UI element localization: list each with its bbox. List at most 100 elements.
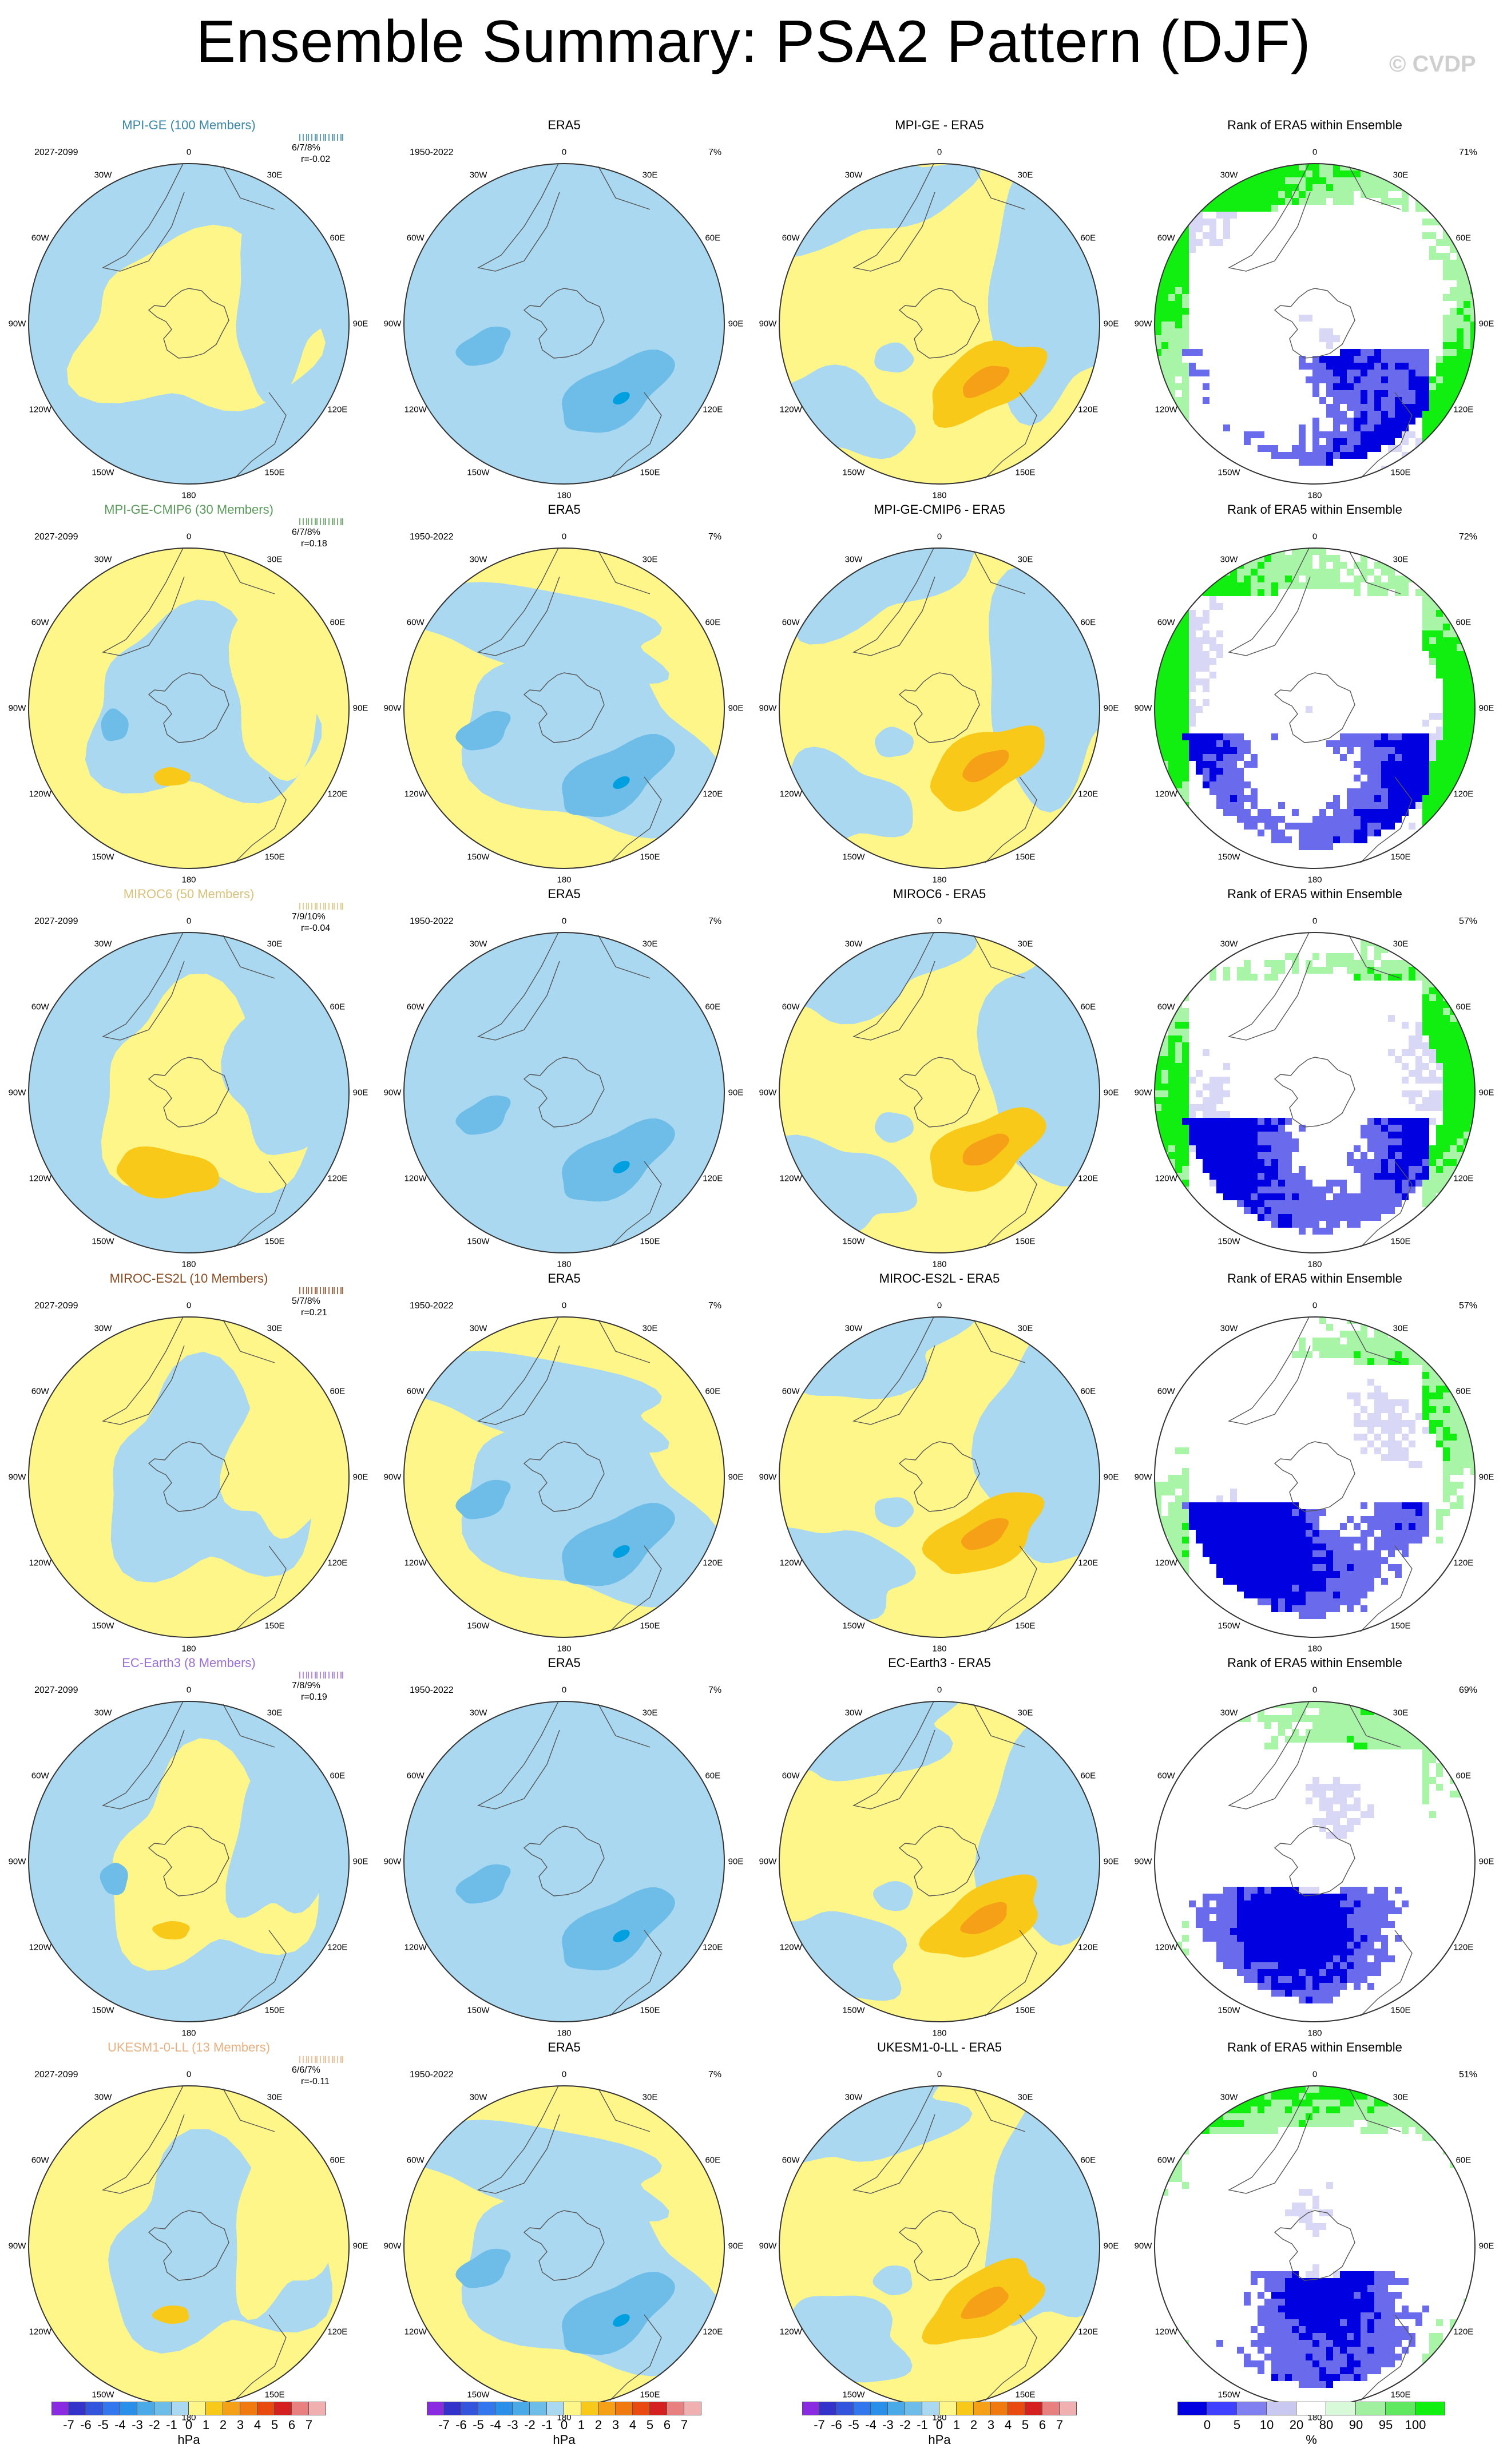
rank-cell	[1422, 1029, 1429, 1035]
rank-cell	[1175, 596, 1182, 603]
rank-cell	[1347, 1544, 1354, 1550]
rank-cell	[1175, 740, 1182, 747]
rank-cell	[1285, 1894, 1292, 1900]
rank-cell	[1470, 363, 1475, 370]
rank-cell	[1175, 1159, 1182, 1166]
rank-cell	[1216, 569, 1223, 576]
rank-cell	[1436, 397, 1443, 404]
rank-cell	[1457, 692, 1464, 699]
rank-cell	[1443, 1358, 1450, 1365]
longitude-label: 60E	[330, 1002, 346, 1012]
rank-cell	[1415, 1461, 1422, 1468]
rank-cell	[1175, 370, 1182, 376]
rank-cell	[1415, 1029, 1422, 1035]
rank-cell	[1168, 273, 1175, 280]
rank-cell	[1175, 1976, 1182, 1983]
rank-cell	[1361, 1743, 1367, 1749]
rank-cell	[1319, 1900, 1326, 1907]
rank-cell	[1319, 823, 1326, 830]
rank-cell	[1168, 816, 1175, 823]
rank-cell	[1367, 184, 1374, 191]
rank-cell	[1450, 953, 1457, 960]
rank-cell	[1161, 596, 1168, 603]
rank-cell	[1306, 1200, 1312, 1207]
rank-cell	[1271, 1736, 1278, 1743]
rank-cell	[1237, 569, 1244, 576]
rank-cell	[1422, 754, 1429, 761]
rank-cell	[1333, 411, 1340, 418]
rank-cell	[1216, 1145, 1223, 1152]
rank-cell	[1402, 383, 1409, 390]
rank-cell	[1415, 1180, 1422, 1187]
anomaly-region	[613, 392, 630, 404]
rank-cell	[1374, 795, 1381, 802]
rank-cell	[1470, 1152, 1475, 1159]
rank-cell	[1464, 1454, 1470, 1461]
rank-cell	[1175, 1969, 1182, 1976]
rank-cell	[1312, 1907, 1319, 1914]
rank-cell	[1209, 576, 1216, 582]
rank-cell	[1161, 562, 1168, 569]
rank-cell	[1361, 1180, 1367, 1187]
rank-cell	[1402, 459, 1409, 466]
rank-cell	[1209, 191, 1216, 198]
rank-cell	[1216, 205, 1223, 212]
rank-cell	[1264, 1145, 1271, 1152]
rank-cell	[1182, 1935, 1189, 1942]
longitude-label: 120W	[404, 1558, 427, 1568]
rank-cell	[1457, 1138, 1464, 1145]
rank-cell	[1312, 191, 1319, 198]
rank-cell	[1354, 1392, 1361, 1399]
rank-cell	[1319, 1612, 1326, 1619]
rank-cell	[1347, 960, 1354, 967]
rank-cell	[1292, 1598, 1299, 1605]
rank-cell	[1319, 1200, 1326, 1207]
longitude-label: 0	[186, 147, 192, 157]
rank-cell	[1209, 644, 1216, 651]
rank-cell	[1271, 1502, 1278, 1509]
rank-cell	[1367, 823, 1374, 830]
rank-cell	[1155, 1248, 1161, 1253]
rank-cell	[1264, 1894, 1271, 1900]
rank-cell	[1436, 658, 1443, 665]
rank-cell	[1299, 1221, 1306, 1228]
longitude-label: 90E	[352, 1856, 368, 1867]
rank-cell	[1278, 1722, 1285, 1729]
rank-cell	[1443, 1056, 1450, 1063]
anomaly-region	[874, 1497, 914, 1527]
rank-cell	[1374, 1969, 1381, 1976]
rank-cell	[1155, 1633, 1161, 1637]
rank-cell	[1388, 164, 1395, 170]
rank-cell	[1264, 960, 1271, 967]
rank-cell	[1457, 301, 1464, 308]
rank-cell	[1251, 1118, 1258, 1125]
longitude-label: 120W	[779, 404, 802, 415]
rank-cell	[1189, 1523, 1196, 1530]
rank-cell	[1470, 1468, 1475, 1475]
rank-cell	[1299, 1564, 1306, 1571]
rank-cell	[1388, 376, 1395, 383]
rank-cell	[1216, 644, 1223, 651]
rank-cell	[1367, 1914, 1374, 1921]
rank-cell	[1470, 1022, 1475, 1029]
longitude-label: 30W	[94, 1323, 112, 1334]
rank-cell	[1312, 438, 1319, 445]
rank-cell	[1374, 1701, 1381, 1708]
rank-cell	[1319, 1976, 1326, 1983]
rank-cell	[1464, 727, 1470, 733]
rank-cell	[1292, 1523, 1299, 1530]
longitude-label: 180	[932, 2028, 947, 2038]
rank-cell	[1326, 802, 1333, 809]
rank-cell	[1409, 404, 1415, 411]
rank-cell	[1278, 816, 1285, 823]
rank-cell	[1161, 1090, 1168, 1097]
rank-cell	[1161, 170, 1168, 177]
rank-cell	[1354, 1537, 1361, 1544]
rank-cell	[1230, 1138, 1237, 1145]
panel-title: Rank of ERA5 within Ensemble	[1227, 1271, 1402, 1285]
rank-cell	[1470, 1008, 1475, 1015]
rank-cell	[1189, 363, 1196, 370]
rank-cell	[1306, 1798, 1312, 1804]
rank-cell	[1422, 1001, 1429, 1008]
rank-cell	[1470, 857, 1475, 864]
